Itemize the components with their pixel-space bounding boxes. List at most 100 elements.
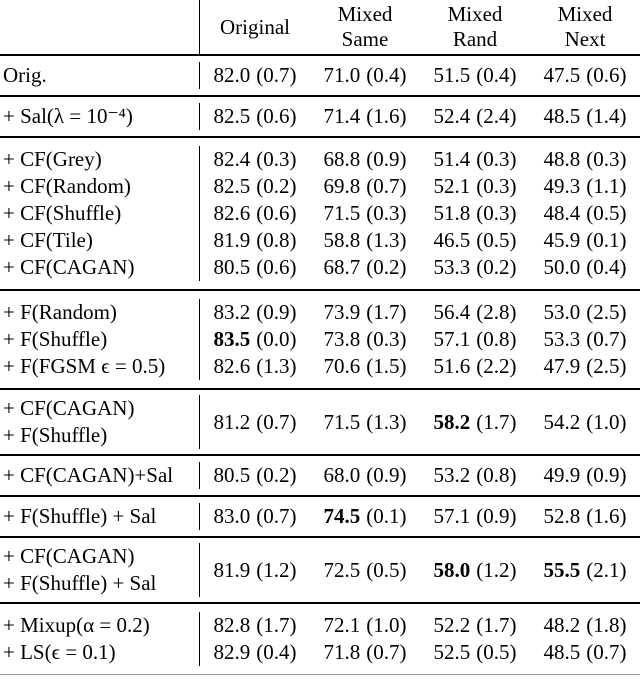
mean-value: 55.5 (543, 557, 581, 582)
std-value: (0.5) (366, 557, 407, 582)
value-cell: 68.8 (0.9) (310, 146, 420, 173)
std-value: (1.6) (586, 504, 627, 528)
mean-value: 83.5 (213, 327, 251, 351)
mean-value: 81.9 (213, 557, 251, 582)
row-label-line: + CF(CAGAN) (3, 544, 135, 568)
value-cell: 83.5 (0.0) (200, 326, 310, 353)
row-group: Orig. 82.0 (0.7) 71.0 (0.4) 51.5 (0.4) 47.5 (0.6… (0, 56, 640, 97)
row-label-line: + LS(ϵ = 0.1) (3, 640, 116, 664)
value-cell: 51.6 (2.2) (420, 353, 530, 380)
row-label: + CF(Shuffle) (0, 200, 200, 227)
value-cell: 82.6 (0.6) (200, 200, 310, 227)
row-label-line: + F(Shuffle) (3, 327, 108, 351)
value-cell: 52.2 (1.7) (420, 612, 530, 639)
std-value: (0.4) (366, 63, 407, 87)
mean-value: 82.8 (213, 613, 251, 637)
std-value: (0.1) (586, 228, 627, 252)
row-label: + CF(Random) (0, 173, 200, 200)
std-value: (1.6) (366, 104, 407, 128)
std-value: (0.8) (476, 463, 517, 487)
mean-value: 52.4 (433, 104, 471, 128)
mean-value: 82.5 (213, 174, 251, 198)
std-value: (0.7) (256, 409, 297, 434)
std-value: (0.5) (476, 228, 517, 252)
mean-value: 52.8 (543, 504, 581, 528)
table-row: + CF(CAGAN) + F(Shuffle) + Sal 81.9 (1.2) 72… (0, 543, 640, 597)
mean-value: 74.5 (323, 504, 361, 528)
mean-value: 82.9 (213, 640, 251, 664)
table-row: + CF(Tile) 81.9 (0.8) 58.8 (1.3) 46.5 (0.5) 45.… (0, 227, 640, 254)
mean-value: 58.2 (433, 409, 471, 434)
value-cell: 82.6 (1.3) (200, 353, 310, 380)
column-label: Original (220, 14, 290, 39)
value-cell: 80.5 (0.2) (200, 462, 310, 489)
row-label: + CF(CAGAN)+Sal (0, 462, 200, 489)
table-row: + CF(Grey) 82.4 (0.3) 68.8 (0.9) 51.4 (0.3) 48.… (0, 146, 640, 173)
mean-value: 45.9 (543, 228, 581, 252)
mean-value: 68.7 (323, 255, 361, 279)
std-value: (1.5) (366, 354, 407, 378)
std-value: (2.5) (586, 300, 627, 324)
value-cell: 57.1 (0.9) (420, 503, 530, 530)
row-label: + Mixup(α = 0.2) (0, 612, 200, 639)
std-value: (1.0) (366, 613, 407, 637)
header-cell: Mixed Same (310, 0, 420, 54)
value-cell: 51.8 (0.3) (420, 200, 530, 227)
row-label-line: + CF(CAGAN) (3, 396, 135, 420)
value-cell: 50.0 (0.4) (530, 254, 640, 281)
value-cell: 54.2 (1.0) (530, 395, 640, 449)
std-value: (0.3) (476, 174, 517, 198)
std-value: (0.4) (586, 255, 627, 279)
mean-value: 72.1 (323, 613, 361, 637)
row-label-line: + CF(CAGAN)+Sal (3, 463, 174, 487)
std-value: (0.7) (256, 63, 297, 87)
std-value: (1.7) (256, 613, 297, 637)
value-cell: 57.1 (0.8) (420, 326, 530, 353)
value-cell: 49.9 (0.9) (530, 462, 640, 489)
row-label-line: + F(Shuffle) + Sal (3, 571, 157, 595)
row-label-line: + CF(Grey) (3, 147, 102, 171)
mean-value: 83.2 (213, 300, 251, 324)
std-value: (1.7) (476, 409, 517, 434)
std-value: (2.1) (586, 557, 627, 582)
mean-value: 48.4 (543, 201, 581, 225)
mean-value: 80.5 (213, 463, 251, 487)
std-value: (0.9) (586, 463, 627, 487)
value-cell: 48.8 (0.3) (530, 146, 640, 173)
value-cell: 55.5 (2.1) (530, 543, 640, 597)
mean-value: 69.8 (323, 174, 361, 198)
table-header: Original Mixed Same Mixed Rand Mixed Next (0, 0, 640, 56)
header-label-stub (0, 0, 200, 54)
value-cell: 71.4 (1.6) (310, 103, 420, 130)
value-cell: 72.1 (1.0) (310, 612, 420, 639)
value-cell: 49.3 (1.1) (530, 173, 640, 200)
std-value: (0.7) (366, 174, 407, 198)
value-cell: 72.5 (0.5) (310, 543, 420, 597)
std-value: (0.3) (476, 147, 517, 171)
value-cell: 56.4 (2.8) (420, 299, 530, 326)
row-group: + CF(CAGAN) + F(Shuffle) 81.2 (0.7) 71.5 (1.3… (0, 390, 640, 456)
row-group: + CF(CAGAN)+Sal 80.5 (0.2) 68.0 (0.9) 53.2 (0.… (0, 456, 640, 497)
value-cell: 47.9 (2.5) (530, 353, 640, 380)
std-value: (2.4) (476, 104, 517, 128)
row-label: + Sal(λ = 10⁻⁴) (0, 103, 200, 130)
std-value: (0.5) (476, 640, 517, 664)
column-label: Next (564, 27, 606, 51)
value-cell: 53.3 (0.7) (530, 326, 640, 353)
row-label-line: + Mixup(α = 0.2) (3, 613, 150, 637)
row-label-line: + CF(Random) (3, 174, 131, 198)
header-cell: Original (200, 0, 310, 54)
row-label-line: + F(Shuffle) (3, 423, 108, 447)
column-label: Same (341, 27, 389, 51)
row-label-line: + F(FGSM ϵ = 0.5) (3, 354, 166, 378)
mean-value: 47.9 (543, 354, 581, 378)
mean-value: 81.9 (213, 228, 251, 252)
value-cell: 83.2 (0.9) (200, 299, 310, 326)
table-row: + CF(CAGAN) + F(Shuffle) 81.2 (0.7) 71.5 (1.3… (0, 395, 640, 449)
std-value: (2.8) (476, 300, 517, 324)
value-cell: 82.5 (0.6) (200, 103, 310, 130)
mean-value: 50.0 (543, 255, 581, 279)
mean-value: 51.6 (433, 354, 471, 378)
mean-value: 72.5 (323, 557, 361, 582)
